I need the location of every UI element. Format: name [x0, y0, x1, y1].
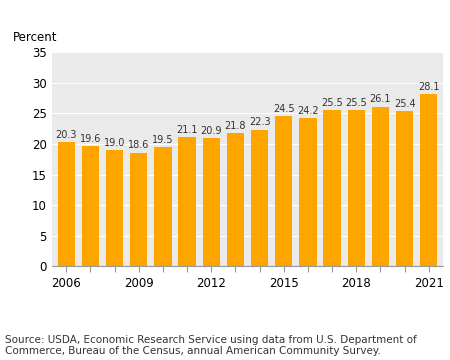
- Bar: [227, 133, 244, 266]
- Text: 19.5: 19.5: [152, 135, 174, 145]
- Bar: [372, 107, 389, 266]
- Text: 25.5: 25.5: [346, 98, 367, 108]
- Bar: [299, 118, 317, 266]
- Text: 19.6: 19.6: [80, 134, 101, 144]
- Bar: [324, 111, 341, 266]
- Text: 26.1: 26.1: [369, 94, 391, 104]
- Text: 21.8: 21.8: [225, 121, 246, 131]
- Text: Source: USDA, Economic Research Service using data from U.S. Department of
Comme: Source: USDA, Economic Research Service …: [5, 335, 417, 356]
- Bar: [130, 153, 148, 266]
- Bar: [396, 111, 413, 266]
- Bar: [202, 139, 220, 266]
- Text: 20.3: 20.3: [55, 130, 77, 140]
- Bar: [178, 137, 196, 266]
- Bar: [154, 147, 171, 266]
- Bar: [420, 94, 437, 266]
- Text: 18.6: 18.6: [128, 140, 149, 150]
- Bar: [275, 117, 292, 266]
- Text: 25.4: 25.4: [394, 99, 415, 108]
- Bar: [347, 111, 365, 266]
- Bar: [106, 150, 123, 266]
- Text: Share of U.S. farm laborers/graders/sorters who are women, 2006–21: Share of U.S. farm laborers/graders/sort…: [5, 17, 450, 32]
- Text: 24.2: 24.2: [297, 106, 319, 116]
- Bar: [251, 130, 268, 266]
- Bar: [58, 142, 75, 266]
- Bar: [82, 147, 99, 266]
- Text: 25.5: 25.5: [321, 98, 343, 108]
- Text: 22.3: 22.3: [249, 117, 270, 127]
- Text: Percent: Percent: [13, 31, 57, 44]
- Text: 21.1: 21.1: [176, 125, 198, 135]
- Text: 28.1: 28.1: [418, 82, 440, 92]
- Text: 24.5: 24.5: [273, 104, 295, 114]
- Text: 19.0: 19.0: [104, 138, 125, 148]
- Text: 20.9: 20.9: [201, 126, 222, 136]
